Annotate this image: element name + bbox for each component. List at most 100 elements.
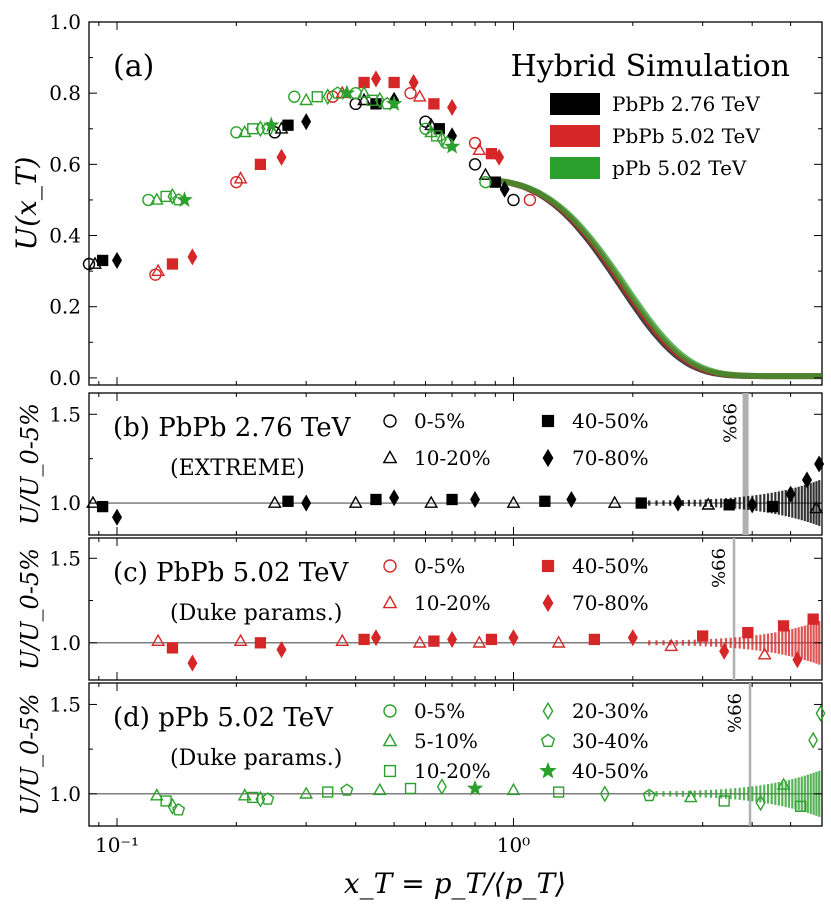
- series-pbpb-5.02-tev-40-50%: [166, 76, 498, 270]
- ratio-point: [794, 800, 807, 812]
- data-point: [472, 142, 487, 156]
- ratio-y-tick-label: 1.0: [49, 782, 81, 806]
- legend-swatch-1: [550, 125, 600, 147]
- legend-entry-label: 0-5%: [414, 554, 465, 578]
- legend-marker: [541, 414, 555, 428]
- series-ppb-5.02-tev-40-50%: [176, 84, 461, 207]
- ratio-point: [424, 495, 439, 508]
- ratio-point: [701, 497, 716, 510]
- ratio-point: [539, 495, 551, 507]
- data-point: [299, 92, 314, 106]
- x-tick-label: 10⁰: [497, 833, 530, 857]
- ratio-ylabel: U/U_0-5%: [16, 403, 44, 525]
- ratio-point: [719, 642, 730, 660]
- data-point: [187, 248, 198, 266]
- ratio-point: [506, 495, 521, 508]
- legend-entry-label: 70-80%: [572, 446, 649, 470]
- data-point: [385, 95, 403, 111]
- legend-label: PbPb 5.02 TeV: [612, 124, 760, 148]
- data-point: [166, 258, 179, 270]
- ratio-point: [766, 500, 779, 513]
- data-point: [301, 113, 312, 131]
- legend-swatch-2: [550, 157, 600, 179]
- ratio-point: [436, 778, 447, 796]
- legend-marker: [541, 559, 555, 573]
- legend-entry-label: 70-80%: [572, 591, 649, 615]
- ratio-point: [372, 782, 387, 796]
- legend-marker: [382, 594, 398, 609]
- data-point: [282, 119, 294, 131]
- data-point: [233, 171, 248, 184]
- ratio-point: [404, 782, 417, 795]
- data-point: [428, 98, 440, 110]
- ratio-panel-label: (d) pPb 5.02 TeV: [113, 703, 334, 733]
- series-pbpb-5.02-tev-0-5%: [149, 86, 537, 281]
- data-point: [254, 158, 267, 171]
- data-point: [489, 176, 501, 188]
- data-point: [499, 180, 510, 198]
- ratio-point: [299, 786, 314, 799]
- data-point: [263, 116, 280, 133]
- legend-entry-label: 20-30%: [572, 699, 649, 723]
- legend-marker: [383, 414, 397, 428]
- ratio-point: [755, 794, 766, 812]
- ratio-point: [683, 789, 698, 803]
- data-point: [468, 158, 482, 171]
- legend-label: PbPb 2.76 TeV: [612, 92, 760, 116]
- data-point: [151, 263, 166, 276]
- legend-entry-label: 40-50%: [572, 554, 649, 578]
- ratio-point: [777, 620, 790, 632]
- panel-a-ylabel: U(x_T): [10, 157, 43, 251]
- falloff-curve-0: [494, 177, 822, 380]
- series-pbpb-5.02-tev-70-80%: [187, 70, 505, 266]
- data-point: [111, 251, 123, 269]
- ratio-point: [635, 497, 647, 509]
- data-point: [408, 73, 419, 92]
- data-point: [276, 148, 287, 166]
- panels-group: 0.0 0.2 0.4 0.6 0.8 1.0 (a) U(x_T) Hybrid Simula…: [10, 10, 826, 900]
- legend-entry-label: 30-40%: [572, 729, 649, 753]
- y-tick-label: 0.2: [49, 295, 81, 319]
- ratio-point: [552, 786, 565, 798]
- ratio-point: [747, 496, 758, 514]
- data-point: [479, 175, 492, 189]
- ratio-y-tick-label: 1.0: [49, 491, 81, 515]
- panel-a-falloff-band: [494, 177, 822, 380]
- ratio-point: [370, 493, 382, 506]
- data-point: [357, 85, 371, 99]
- ratio-point: [171, 803, 186, 816]
- data-point: [338, 84, 356, 101]
- data-point: [311, 91, 323, 103]
- legend-marker: [539, 761, 557, 779]
- y-tick-label: 0.8: [49, 81, 81, 105]
- ratio-point: [696, 630, 709, 642]
- ratio-point: [801, 471, 813, 489]
- ratio-point: [792, 651, 803, 669]
- ratio-point: [301, 494, 312, 512]
- legend-marker: [540, 733, 556, 747]
- x-tick-label: 10⁻¹: [95, 833, 139, 857]
- ratio-panel-sublabel: (Duke params.): [170, 601, 342, 626]
- ratio-ylabel: U/U_0-5%: [16, 694, 44, 816]
- ratio-point: [809, 500, 824, 514]
- y-tick-label: 0.4: [49, 224, 81, 248]
- ratio-point: [149, 788, 164, 801]
- legend-marker: [382, 449, 398, 464]
- ratio-point: [508, 629, 519, 647]
- data-point: [419, 122, 432, 135]
- data-point: [404, 86, 417, 100]
- ratio-point: [807, 613, 819, 625]
- data-point: [433, 123, 445, 135]
- ratio-point: [233, 633, 248, 646]
- ratio-point: [785, 485, 796, 503]
- legend-entry-label: 10-20%: [414, 759, 491, 783]
- ratio-point: [335, 633, 350, 646]
- data-point: [388, 76, 400, 89]
- legend-entry-label: 40-50%: [572, 759, 649, 783]
- panel-a-frame: [88, 21, 823, 386]
- ratio-point: [358, 633, 370, 646]
- ratio-panel-label: (c) PbPb 5.02 TeV: [113, 558, 350, 588]
- series-pbpb-2.76-tev-70-80%: [111, 91, 510, 269]
- ratio-point: [282, 495, 294, 507]
- ratio-panel-frame: [88, 537, 823, 681]
